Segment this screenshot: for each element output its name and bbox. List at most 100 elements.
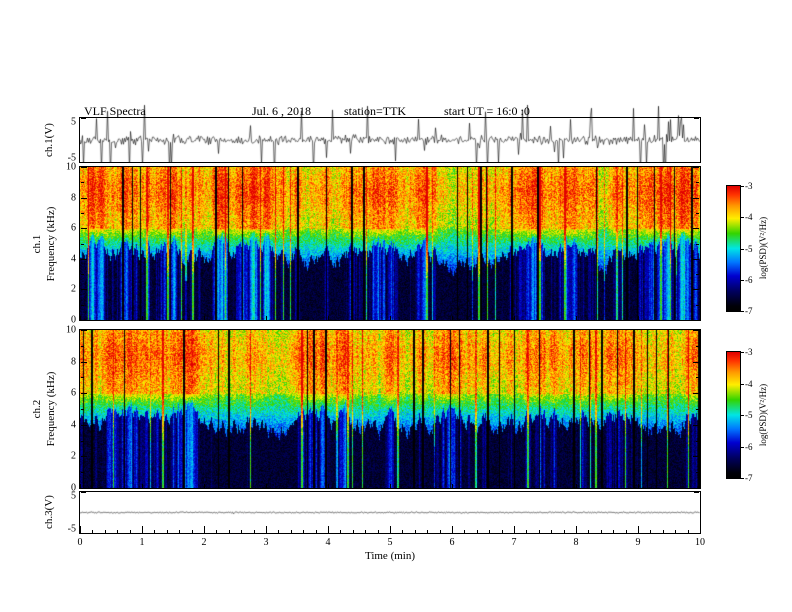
ch2-spectrogram-y-minor-tick-mark bbox=[81, 409, 84, 410]
ch2-spectrogram-y-tick-label: 4 bbox=[71, 419, 76, 431]
x-tick-label: 0 bbox=[77, 537, 83, 548]
colorbar-ch2-label: log(PSD)(V²/Hz) bbox=[758, 383, 768, 447]
x-minor-tick-mark bbox=[489, 530, 491, 533]
x-minor-tick-mark bbox=[92, 530, 94, 533]
colorbar-ch2 bbox=[726, 351, 741, 479]
ch2-spectrogram-y-tick-label: 2 bbox=[71, 450, 76, 462]
ch2-spectrogram-y-tick-label: 6 bbox=[71, 387, 76, 399]
x-tick-mark bbox=[700, 526, 701, 533]
ch2-spectrogram-y-tick-label: 0 bbox=[71, 482, 76, 494]
x-tick-mark bbox=[514, 484, 515, 488]
x-minor-tick-mark bbox=[687, 530, 689, 533]
x-tick-mark bbox=[266, 526, 267, 533]
ch2-spectrogram-y-tick-mark bbox=[693, 330, 699, 331]
ch2-spectrogram-y-tick-mark bbox=[693, 361, 699, 363]
colorbar-ch1-label: log(PSD)(V²/Hz) bbox=[758, 216, 768, 280]
x-minor-tick-mark bbox=[439, 530, 441, 533]
ch2-spectrogram-y-tick-label: 8 bbox=[71, 356, 76, 368]
x-minor-tick-mark bbox=[588, 530, 590, 533]
x-minor-tick-mark bbox=[501, 530, 503, 533]
x-minor-tick-mark bbox=[303, 530, 305, 533]
ch1-spectrogram-y-tick-label: 6 bbox=[71, 222, 76, 234]
x-minor-tick-mark bbox=[278, 530, 280, 533]
ch2-spectrogram-y-tick-mark bbox=[81, 361, 87, 363]
x-tick-label: 5 bbox=[387, 537, 393, 548]
x-tick-mark bbox=[452, 526, 453, 533]
x-tick-label: 8 bbox=[573, 537, 579, 548]
x-minor-tick-mark bbox=[414, 530, 416, 533]
ch3-waveform-ylabel: ch.3(V) bbox=[43, 495, 55, 529]
ch1-spectrogram-y-minor-tick-mark bbox=[81, 274, 84, 276]
ch1-waveform-plot bbox=[80, 100, 700, 162]
x-tick-mark bbox=[638, 484, 639, 488]
ch2-spectrogram-y-minor-tick-mark bbox=[696, 377, 699, 379]
ch1-waveform-y-tick-mark bbox=[694, 162, 699, 163]
x-minor-tick-mark bbox=[315, 530, 317, 533]
x-tick-mark bbox=[452, 316, 453, 320]
x-minor-tick-mark bbox=[526, 530, 528, 533]
ch1-spectrogram-y-tick-mark bbox=[81, 320, 87, 321]
x-tick-mark bbox=[514, 316, 515, 320]
ch1-spectrogram-y-tick-mark bbox=[693, 167, 699, 168]
x-minor-tick-mark bbox=[365, 530, 367, 533]
ch1-waveform-y-tick-label: 5 bbox=[71, 116, 76, 128]
ch1-spectrogram-y-minor-tick-mark bbox=[81, 182, 84, 184]
ch1-spectrogram-y-tick-mark bbox=[693, 320, 699, 321]
ch2-spectrogram-y-minor-tick-mark bbox=[81, 345, 84, 347]
ch1-waveform-y-tick-mark bbox=[81, 162, 86, 163]
x-tick-mark bbox=[80, 526, 81, 533]
ch2-spectrogram-y-minor-tick-mark bbox=[81, 377, 84, 379]
x-minor-tick-mark bbox=[104, 530, 106, 533]
ch3-waveform-y-tick-label: -5 bbox=[67, 523, 76, 535]
x-minor-tick-mark bbox=[662, 530, 664, 533]
ch1-spectrogram-channel: ch.1 bbox=[31, 234, 43, 254]
ch2-spectrogram-y-minor-tick-mark bbox=[696, 472, 699, 474]
ch1-waveform-y-tick-mark bbox=[694, 118, 699, 119]
ch2-spectrogram-y-tick-mark bbox=[693, 424, 699, 426]
ch2-spectrogram-y-minor-tick-mark bbox=[696, 440, 699, 442]
ch3-waveform-y-tick-mark bbox=[81, 533, 86, 534]
ch2-spectrogram-y-tick-label: 10 bbox=[66, 324, 76, 336]
x-minor-tick-mark bbox=[551, 530, 553, 533]
colorbar-tick-mark bbox=[741, 217, 744, 219]
colorbar-tick-mark bbox=[741, 415, 744, 416]
colorbar-tick-mark bbox=[741, 279, 744, 281]
x-tick-label: 1 bbox=[139, 537, 145, 548]
x-minor-tick-mark bbox=[166, 530, 168, 533]
ch1-spectrogram-y-minor-tick-mark bbox=[81, 212, 84, 214]
x-tick-mark bbox=[266, 484, 267, 488]
colorbar-tick-label: -6 bbox=[745, 274, 753, 285]
x-minor-tick-mark bbox=[154, 530, 156, 533]
ch2-spectrogram-channel: ch.2 bbox=[31, 399, 43, 419]
colorbar-tick-mark bbox=[741, 446, 744, 448]
colorbar-tick-mark bbox=[741, 383, 744, 385]
colorbar-tick-label: -5 bbox=[745, 243, 753, 254]
ch2-spectrogram-y-tick-mark bbox=[81, 330, 87, 331]
x-minor-tick-mark bbox=[625, 530, 627, 533]
ch1-spectrogram-ylabel: Frequency (kHz) bbox=[45, 206, 57, 282]
x-minor-tick-mark bbox=[117, 530, 119, 533]
x-minor-tick-mark bbox=[538, 530, 540, 533]
ch1-waveform-y-tick-mark bbox=[81, 118, 86, 119]
ch3-waveform-y-tick-label: 5 bbox=[71, 490, 76, 502]
x-tick-mark bbox=[142, 316, 143, 320]
x-tick-label: 9 bbox=[635, 537, 641, 548]
x-minor-tick-mark bbox=[427, 530, 429, 533]
colorbar-tick-label: -3 bbox=[745, 347, 753, 357]
x-tick-label: 6 bbox=[449, 537, 455, 548]
x-tick-mark bbox=[142, 484, 143, 488]
x-minor-tick-mark bbox=[377, 530, 379, 533]
x-minor-tick-mark bbox=[464, 530, 466, 533]
x-tick-mark bbox=[80, 484, 81, 488]
colorbar-tick-label: -4 bbox=[745, 378, 753, 389]
colorbar-tick-label: -6 bbox=[745, 441, 753, 452]
ch3-waveform-y-tick-mark bbox=[81, 492, 86, 493]
colorbar-tick-mark bbox=[741, 186, 744, 187]
ch2-spectrogram-y-minor-tick-mark bbox=[696, 345, 699, 347]
x-minor-tick-mark bbox=[241, 530, 243, 533]
x-minor-tick-mark bbox=[613, 530, 615, 533]
x-tick-mark bbox=[700, 484, 701, 488]
x-tick-mark bbox=[204, 526, 205, 533]
colorbar-tick-label: -4 bbox=[745, 212, 753, 223]
